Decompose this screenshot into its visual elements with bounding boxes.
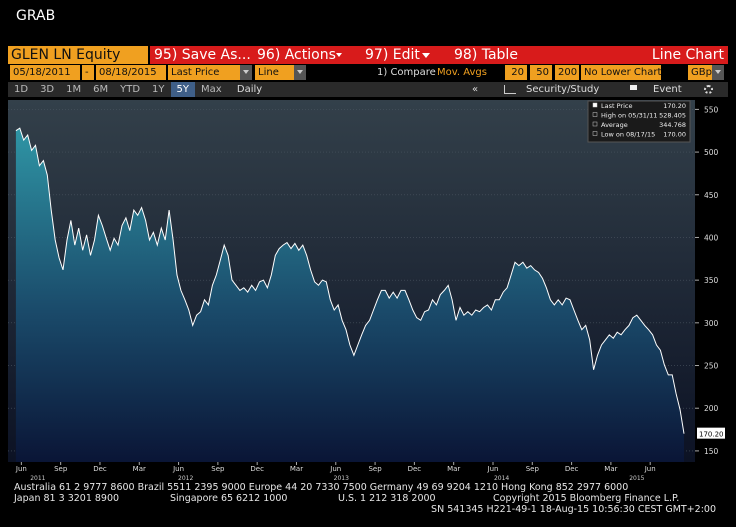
range-button[interactable]: 3D <box>40 84 55 95</box>
x-tick-label: Jun <box>644 465 656 473</box>
window-title: GRAB <box>16 8 56 24</box>
year-label: 2013 <box>334 475 349 482</box>
dropdown-arrow <box>418 46 432 64</box>
y-axis-strip <box>695 100 728 462</box>
menu-item[interactable]: 97) Edit <box>365 47 420 63</box>
stat-value: 528.405 <box>659 112 686 120</box>
stat-value: 170.20 <box>663 102 686 110</box>
range-button[interactable]: 1Y <box>152 84 165 95</box>
last-price-label: 170.20 <box>699 431 724 439</box>
lower-chart[interactable]: No Lower Chart <box>581 65 661 80</box>
range-button[interactable]: Max <box>201 84 222 95</box>
end-date[interactable]: 08/18/2015 <box>96 65 166 80</box>
field[interactable]: Last Price <box>168 65 240 80</box>
y-tick-label: 400 <box>704 233 719 242</box>
mov-avgs[interactable]: Mov. Avgs <box>437 67 487 78</box>
stats-box <box>587 100 691 143</box>
y-tick-label: 550 <box>704 105 719 114</box>
currency[interactable]: GBp <box>688 65 712 80</box>
x-tick-label: Jun <box>329 465 341 473</box>
range-button[interactable]: 6M <box>93 84 109 95</box>
event[interactable]: Event <box>653 84 682 95</box>
stat-label: Low on 08/17/15 <box>601 131 655 139</box>
x-tick-label: Jun <box>15 465 27 473</box>
x-tick-label: Mar <box>447 465 460 473</box>
stat-icon <box>592 102 598 108</box>
stat-label: High on 05/31/11 <box>601 112 657 120</box>
x-tick-label: Sep <box>368 465 382 473</box>
collapse[interactable]: « <box>472 84 479 95</box>
line <box>15 127 685 434</box>
x-tick-label: Dec <box>408 465 422 473</box>
ma-period[interactable]: 200 <box>555 65 579 80</box>
range-button[interactable]: 1M <box>66 84 82 95</box>
range-button[interactable]: YTD <box>120 84 141 95</box>
x-tick-label: Mar <box>133 465 146 473</box>
ticker[interactable]: GLEN LN Equity <box>8 46 148 64</box>
ma-period[interactable]: 50 <box>530 65 552 80</box>
ma-period[interactable]: 20 <box>505 65 527 80</box>
stat-value: 170.00 <box>663 131 686 139</box>
x-tick-label: Mar <box>604 465 617 473</box>
flag-icon <box>630 85 637 90</box>
x-tick-label: Sep <box>526 465 540 473</box>
x-tick-label: Sep <box>211 465 225 473</box>
footer-text: U.S. 1 212 318 2000 <box>338 493 436 504</box>
year-label: 2014 <box>494 475 509 482</box>
footer-text: Japan 81 3 3201 8900 <box>14 493 120 504</box>
y-tick-label: 500 <box>704 148 719 157</box>
period[interactable]: Daily <box>236 84 263 95</box>
start-date[interactable]: 05/18/2011 <box>10 65 80 80</box>
dropdown[interactable] <box>240 65 252 80</box>
y-tick-label: 350 <box>704 276 719 285</box>
view-name: Line Chart <box>651 47 724 63</box>
stat-icon <box>592 131 598 136</box>
year-label: 2011 <box>30 475 45 482</box>
y-tick-label: 300 <box>704 319 719 328</box>
menu-item[interactable]: 95) Save As... <box>154 47 251 63</box>
dropdown[interactable] <box>294 65 306 80</box>
stat-label: Average <box>601 121 628 129</box>
stat-label: Last Price <box>601 102 632 110</box>
footer-text: SN 541345 H221-49-1 18-Aug-15 10:56:30 C… <box>431 504 716 515</box>
style[interactable]: Line <box>255 65 294 80</box>
y-tick-label: 150 <box>704 447 719 456</box>
range-button[interactable]: 1D <box>14 84 29 95</box>
x-tick-label: Dec <box>93 465 107 473</box>
compare[interactable]: 1) Compare <box>377 67 436 78</box>
x-tick-label: Jun <box>487 465 499 473</box>
x-tick-label: Dec <box>250 465 264 473</box>
stat-icon <box>592 121 598 127</box>
stat-icon <box>592 112 598 117</box>
dropdown-arrow <box>334 46 348 64</box>
x-tick-label: Sep <box>54 465 68 473</box>
range-button[interactable]: 5Y <box>170 82 196 97</box>
footer-line: Australia 61 2 9777 8600 Brazil 5511 239… <box>14 482 629 493</box>
stat-value: 344.768 <box>659 121 686 129</box>
year-label: 2012 <box>178 475 193 482</box>
y-tick-label: 450 <box>704 191 719 200</box>
x-tick-label: Mar <box>290 465 303 473</box>
study-icon <box>504 85 516 94</box>
separator: - <box>82 65 94 80</box>
y-tick-label: 200 <box>704 404 719 413</box>
dropdown[interactable] <box>712 65 724 80</box>
y-tick-label: 250 <box>704 362 719 371</box>
menu-bar <box>150 46 728 64</box>
area <box>15 128 684 462</box>
x-tick-label: Jun <box>172 465 184 473</box>
study[interactable]: Security/Study <box>526 84 600 95</box>
menu-item[interactable]: 98) Table <box>454 47 518 63</box>
footer-text: Copyright 2015 Bloomberg Finance L.P. <box>493 493 680 504</box>
year-label: 2015 <box>629 475 644 482</box>
x-tick-label: Dec <box>565 465 579 473</box>
last-price-tag <box>697 427 725 439</box>
settings-icon[interactable] <box>704 85 713 94</box>
menu-item[interactable]: 96) Actions <box>257 47 336 63</box>
footer-text: Singapore 65 6212 1000 <box>170 493 288 504</box>
range-bar: 1D 3D 1M 6M YTD 1Y 5Y Max Daily « Security/Stud… <box>8 82 728 97</box>
